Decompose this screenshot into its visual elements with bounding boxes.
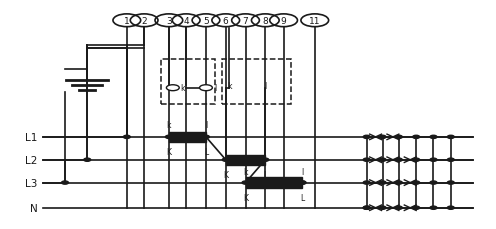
Circle shape [395,136,402,139]
Circle shape [363,181,370,184]
Circle shape [447,181,454,184]
Circle shape [413,158,420,162]
Text: 5: 5 [203,17,209,26]
Text: N: N [30,203,38,213]
Text: L: L [263,170,267,179]
Text: 3: 3 [166,17,172,26]
Text: L: L [204,147,208,156]
Text: k: k [243,167,248,176]
Circle shape [379,158,386,162]
Circle shape [447,206,454,209]
Circle shape [166,85,179,91]
Text: l: l [264,82,266,90]
Text: k: k [181,84,185,93]
Circle shape [379,206,386,209]
Circle shape [199,85,212,91]
Text: L3: L3 [25,178,38,188]
Circle shape [299,181,306,184]
Text: l: l [205,120,207,129]
Circle shape [447,158,454,162]
Bar [169,132,206,142]
Text: K: K [223,170,228,179]
Text: l: l [301,167,304,176]
Circle shape [262,158,269,162]
Circle shape [242,181,249,184]
Circle shape [202,136,209,139]
Text: k: k [167,120,171,129]
Text: K: K [243,193,248,202]
Text: L: L [300,193,305,202]
Circle shape [379,181,386,184]
Text: 1: 1 [124,17,129,26]
Circle shape [395,206,402,209]
Circle shape [430,136,437,139]
Circle shape [413,181,420,184]
Circle shape [395,158,402,162]
Circle shape [379,136,386,139]
Circle shape [363,158,370,162]
Circle shape [413,136,420,139]
Circle shape [363,206,370,209]
Text: l: l [214,84,216,93]
Text: 6: 6 [223,17,229,26]
Text: 2: 2 [141,17,147,26]
Circle shape [395,181,402,184]
Bar [226,155,265,165]
Circle shape [430,158,437,162]
Text: 9: 9 [281,17,287,26]
Circle shape [447,136,454,139]
Circle shape [222,158,229,162]
Bar [246,178,303,188]
Text: 11: 11 [309,17,320,26]
Circle shape [430,206,437,209]
Text: K: K [166,147,171,156]
Circle shape [299,181,306,184]
Circle shape [413,206,420,209]
Circle shape [124,136,130,139]
Text: 7: 7 [243,17,248,26]
Bar [222,60,291,104]
Circle shape [62,181,68,184]
Text: 4: 4 [184,17,189,26]
Circle shape [84,158,91,162]
Text: 8: 8 [262,17,268,26]
Circle shape [363,136,370,139]
Text: k: k [227,82,232,90]
Text: L1: L1 [25,132,38,142]
Circle shape [430,181,437,184]
Circle shape [363,206,370,209]
Circle shape [165,136,172,139]
Text: L2: L2 [25,155,38,165]
Bar [161,60,215,104]
